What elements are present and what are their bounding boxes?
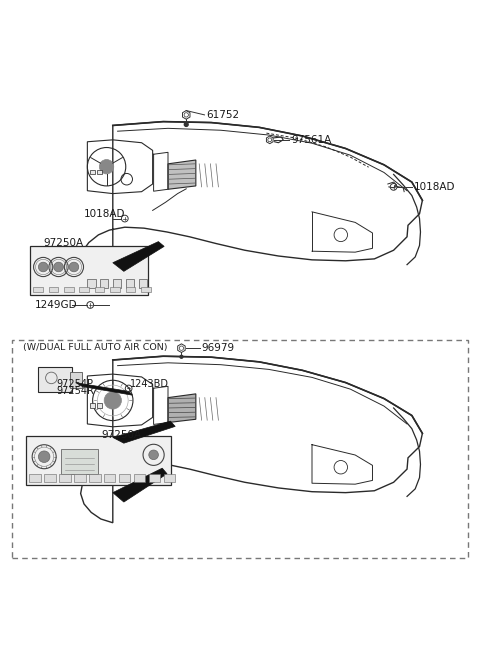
Circle shape <box>184 123 188 127</box>
Circle shape <box>149 450 158 460</box>
FancyBboxPatch shape <box>100 279 108 288</box>
Text: 97254R: 97254R <box>57 386 95 396</box>
Polygon shape <box>76 382 132 395</box>
Polygon shape <box>168 160 196 190</box>
FancyBboxPatch shape <box>90 170 95 174</box>
FancyBboxPatch shape <box>126 287 135 291</box>
Polygon shape <box>113 241 164 272</box>
FancyBboxPatch shape <box>44 474 56 482</box>
FancyBboxPatch shape <box>29 474 41 482</box>
Circle shape <box>38 262 48 272</box>
FancyBboxPatch shape <box>38 367 72 392</box>
FancyBboxPatch shape <box>104 474 116 482</box>
Text: 1018AD: 1018AD <box>84 209 125 218</box>
Text: 97250A: 97250A <box>102 430 142 440</box>
FancyBboxPatch shape <box>26 436 171 485</box>
FancyBboxPatch shape <box>89 474 100 482</box>
Text: 1243BD: 1243BD <box>130 379 168 388</box>
FancyBboxPatch shape <box>149 474 160 482</box>
FancyBboxPatch shape <box>64 287 73 291</box>
Text: 1249GD: 1249GD <box>35 300 77 310</box>
FancyBboxPatch shape <box>126 279 134 288</box>
FancyBboxPatch shape <box>30 247 148 295</box>
FancyBboxPatch shape <box>141 287 151 291</box>
FancyBboxPatch shape <box>87 279 96 288</box>
FancyBboxPatch shape <box>97 170 102 174</box>
Text: 97254P: 97254P <box>57 379 94 389</box>
Text: (W/DUAL FULL AUTO AIR CON): (W/DUAL FULL AUTO AIR CON) <box>23 343 167 352</box>
FancyBboxPatch shape <box>97 403 102 408</box>
FancyBboxPatch shape <box>48 287 58 291</box>
Text: 61752: 61752 <box>206 110 240 120</box>
FancyBboxPatch shape <box>79 287 89 291</box>
Circle shape <box>54 262 63 272</box>
Circle shape <box>180 356 183 358</box>
FancyBboxPatch shape <box>59 474 71 482</box>
Polygon shape <box>168 394 196 422</box>
Polygon shape <box>113 468 167 502</box>
FancyBboxPatch shape <box>61 449 98 474</box>
Text: 97250A: 97250A <box>43 237 84 247</box>
FancyBboxPatch shape <box>110 287 120 291</box>
Circle shape <box>38 451 50 462</box>
FancyBboxPatch shape <box>164 474 175 482</box>
Text: 96979: 96979 <box>202 343 235 353</box>
FancyBboxPatch shape <box>139 279 147 288</box>
Polygon shape <box>113 421 175 443</box>
Circle shape <box>69 262 79 272</box>
Circle shape <box>99 159 114 174</box>
FancyBboxPatch shape <box>113 279 121 288</box>
Circle shape <box>104 392 121 409</box>
Text: 97561A: 97561A <box>291 135 331 145</box>
FancyBboxPatch shape <box>134 474 145 482</box>
FancyBboxPatch shape <box>119 474 131 482</box>
FancyBboxPatch shape <box>95 287 105 291</box>
FancyBboxPatch shape <box>70 372 82 388</box>
Text: 1018AD: 1018AD <box>414 182 455 192</box>
FancyBboxPatch shape <box>90 403 95 408</box>
FancyBboxPatch shape <box>74 474 85 482</box>
FancyBboxPatch shape <box>33 287 43 291</box>
